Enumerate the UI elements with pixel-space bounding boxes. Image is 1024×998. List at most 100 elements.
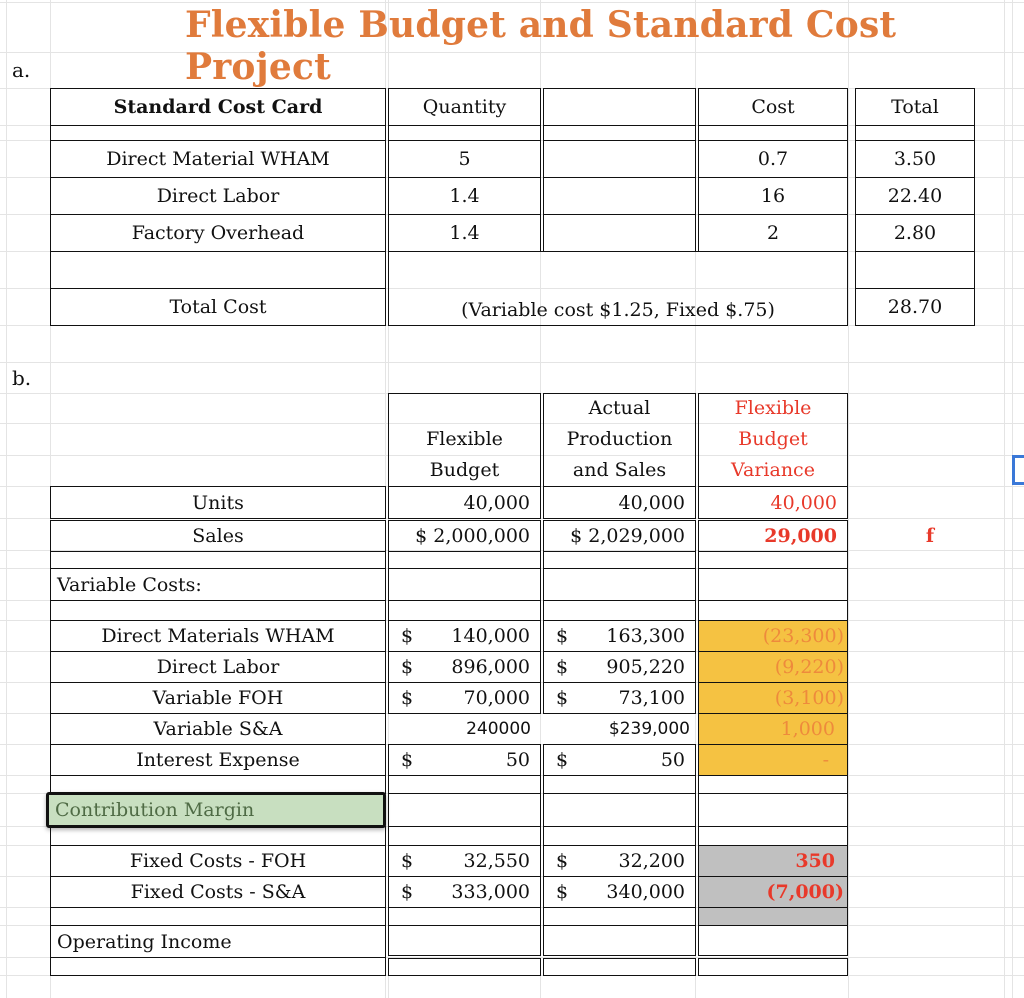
- header-total[interactable]: Total: [855, 88, 975, 126]
- row-flex[interactable]: $333,000: [388, 876, 541, 908]
- variable-costs-label[interactable]: Variable Costs:: [50, 568, 386, 601]
- row-label[interactable]: Variable FOH: [50, 682, 386, 714]
- row-actual[interactable]: $340,000: [543, 876, 696, 908]
- row-cost[interactable]: 16: [698, 177, 848, 215]
- cm-actual[interactable]: [543, 793, 696, 827]
- blank-cell[interactable]: [50, 826, 386, 846]
- blank-cell[interactable]: [698, 826, 848, 846]
- row-total[interactable]: 22.40: [855, 177, 975, 215]
- row-actual[interactable]: $50: [543, 744, 696, 776]
- row-total[interactable]: 3.50: [855, 140, 975, 178]
- blank-cell[interactable]: [543, 551, 696, 569]
- total-cost-label[interactable]: Total Cost: [50, 288, 386, 326]
- sales-variance[interactable]: 29,000: [698, 520, 848, 552]
- blank-cell[interactable]: [388, 907, 541, 926]
- blank-cell[interactable]: [50, 551, 386, 569]
- blank-cell[interactable]: [388, 600, 541, 621]
- row-label[interactable]: Direct Labor: [50, 651, 386, 683]
- cm-variance[interactable]: [698, 793, 848, 827]
- sales-label[interactable]: Sales: [50, 520, 386, 552]
- row-variance[interactable]: (9,220): [698, 651, 848, 683]
- row-cost[interactable]: 2: [698, 214, 848, 252]
- oi-actual[interactable]: [543, 925, 696, 956]
- row-variance[interactable]: 350: [698, 845, 848, 877]
- blank-cell[interactable]: [855, 125, 975, 141]
- blank-cell[interactable]: [388, 568, 541, 601]
- blank-cell[interactable]: [698, 600, 848, 621]
- blank-cell[interactable]: [855, 251, 975, 289]
- total-cost-value[interactable]: 28.70: [855, 288, 975, 326]
- blank-cell[interactable]: [543, 600, 696, 621]
- header-flexible-budget-variance[interactable]: Flexible Budget Variance: [698, 393, 848, 487]
- total-cost-note[interactable]: (Variable cost $1.25, Fixed $.75): [388, 251, 848, 326]
- oi-flex[interactable]: [388, 925, 541, 956]
- units-variance[interactable]: 40,000: [698, 486, 848, 519]
- row-cost[interactable]: 0.7: [698, 140, 848, 178]
- sales-flex[interactable]: $ 2,000,000: [388, 520, 541, 552]
- row-variance[interactable]: (3,100): [698, 682, 848, 714]
- header-quantity[interactable]: Quantity: [388, 88, 541, 126]
- row-item[interactable]: Factory Overhead: [50, 214, 386, 252]
- blank-cell[interactable]: [388, 826, 541, 846]
- blank-cell[interactable]: [388, 125, 541, 141]
- row-flex[interactable]: $896,000: [388, 651, 541, 683]
- row-actual[interactable]: $32,200: [543, 845, 696, 877]
- blank-cell[interactable]: [50, 600, 386, 621]
- row-label[interactable]: Variable S&A: [50, 713, 386, 745]
- header-standard-cost-card[interactable]: Standard Cost Card: [50, 88, 386, 126]
- units-flex[interactable]: 40,000: [388, 486, 541, 519]
- blank-cell[interactable]: [698, 125, 848, 141]
- blank-cell[interactable]: [543, 568, 696, 601]
- header-blank[interactable]: [543, 88, 696, 126]
- blank-cell[interactable]: [698, 958, 848, 976]
- row-label[interactable]: Direct Materials WHAM: [50, 620, 386, 652]
- row-label[interactable]: Interest Expense: [50, 744, 386, 776]
- row-variance[interactable]: -: [698, 744, 848, 776]
- row-flex[interactable]: $50: [388, 744, 541, 776]
- row-actual[interactable]: $73,100: [543, 682, 696, 714]
- row-variance[interactable]: 1,000: [698, 713, 848, 745]
- row-quantity[interactable]: 1.4: [388, 177, 541, 215]
- row-flex[interactable]: $32,550: [388, 845, 541, 877]
- blank-cell[interactable]: [50, 957, 386, 976]
- blank-cell[interactable]: [543, 907, 696, 926]
- row-quantity[interactable]: 1.4: [388, 214, 541, 252]
- row-actual[interactable]: $905,220: [543, 651, 696, 683]
- sales-actual[interactable]: $ 2,029,000: [543, 520, 696, 552]
- blank-cell[interactable]: [698, 551, 848, 569]
- oi-variance[interactable]: [698, 925, 848, 956]
- row-label[interactable]: Fixed Costs - FOH: [50, 845, 386, 877]
- row-variance[interactable]: (7,000): [698, 876, 848, 908]
- row-actual[interactable]: $163,300: [543, 620, 696, 652]
- blank-cell[interactable]: [543, 775, 696, 794]
- blank-cell[interactable]: [50, 907, 386, 926]
- blank-cell[interactable]: [50, 125, 386, 141]
- contribution-margin-cell-selected[interactable]: Contribution Margin: [46, 792, 386, 828]
- cell-selection-indicator[interactable]: [1012, 455, 1024, 485]
- blank-cell[interactable]: [698, 775, 848, 794]
- blank-cell[interactable]: [543, 958, 696, 976]
- header-flexible-budget[interactable]: Flexible Budget: [388, 393, 541, 487]
- row-actual[interactable]: $239,000: [543, 713, 696, 745]
- row-quantity[interactable]: 5: [388, 140, 541, 178]
- favorable-flag[interactable]: f: [925, 525, 935, 547]
- row-variance[interactable]: (23,300): [698, 620, 848, 652]
- row-label[interactable]: Fixed Costs - S&A: [50, 876, 386, 908]
- row-item[interactable]: Direct Material WHAM: [50, 140, 386, 178]
- row-flex[interactable]: $70,000: [388, 682, 541, 714]
- blank-cell[interactable]: [543, 214, 696, 252]
- row-flex[interactable]: 240000: [388, 713, 541, 745]
- units-label[interactable]: Units: [50, 486, 386, 519]
- header-actual-production[interactable]: Actual Production and Sales: [543, 393, 696, 487]
- row-item[interactable]: Direct Labor: [50, 177, 386, 215]
- blank-cell[interactable]: [543, 125, 696, 141]
- cm-flex[interactable]: [388, 793, 541, 827]
- blank-cell[interactable]: [388, 775, 541, 794]
- blank-cell[interactable]: [543, 177, 696, 215]
- blank-cell[interactable]: [388, 551, 541, 569]
- header-cost[interactable]: Cost: [698, 88, 848, 126]
- operating-income-label[interactable]: Operating Income: [50, 925, 386, 958]
- blank-cell[interactable]: [388, 958, 541, 976]
- blank-cell[interactable]: [698, 907, 848, 926]
- blank-cell[interactable]: [543, 140, 696, 178]
